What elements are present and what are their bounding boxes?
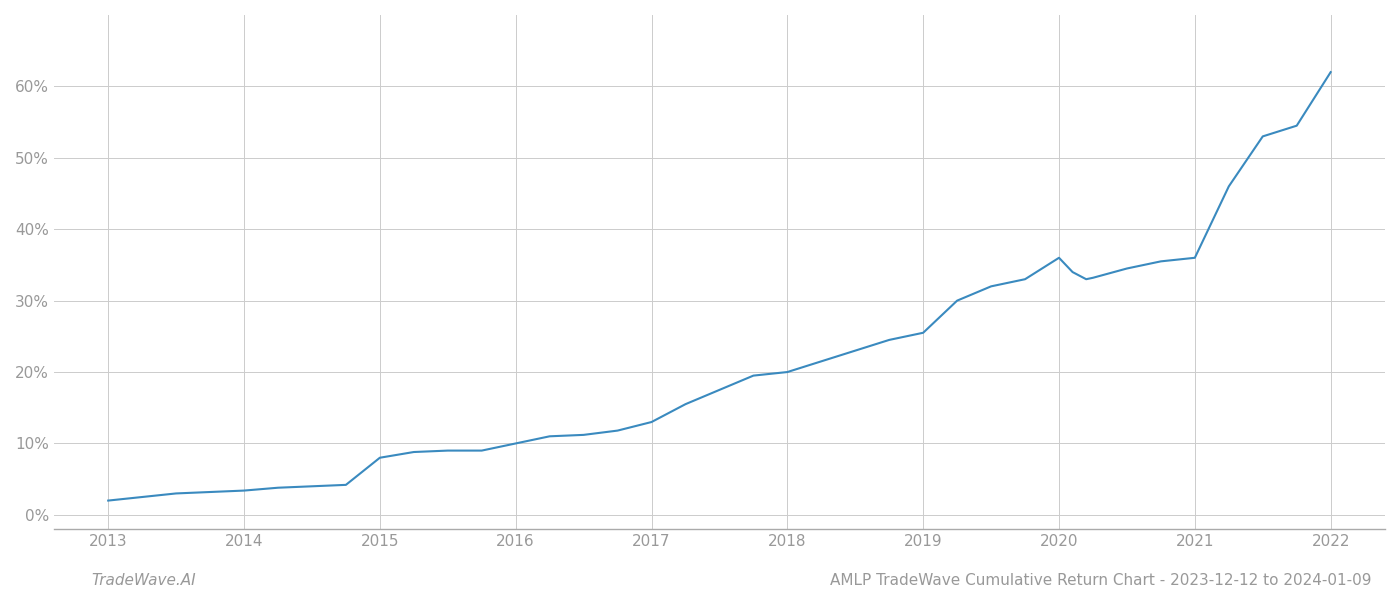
Text: AMLP TradeWave Cumulative Return Chart - 2023-12-12 to 2024-01-09: AMLP TradeWave Cumulative Return Chart -… [830, 573, 1372, 588]
Text: TradeWave.AI: TradeWave.AI [91, 573, 196, 588]
